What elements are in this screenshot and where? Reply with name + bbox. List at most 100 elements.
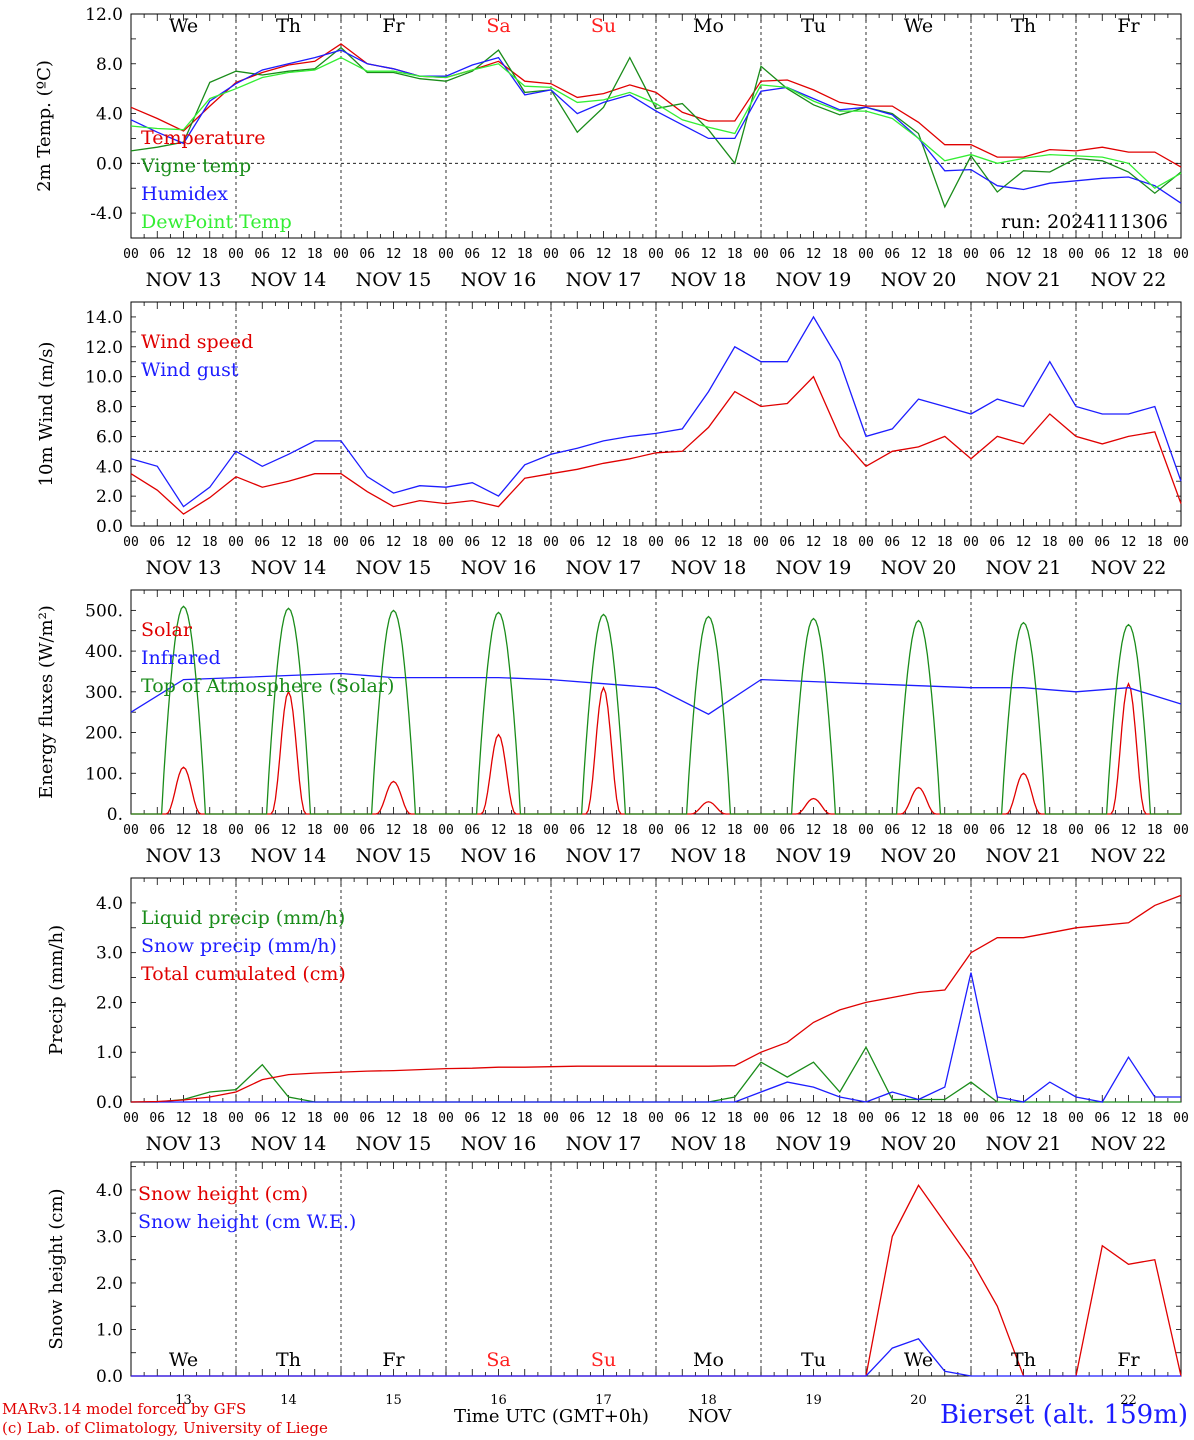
hour-label: 12 bbox=[911, 823, 927, 838]
y-tick-label: 1.0 bbox=[96, 1043, 123, 1063]
hour-label: 12 bbox=[911, 247, 927, 262]
hour-label: 00 bbox=[333, 535, 349, 550]
hour-label: 12 bbox=[806, 535, 822, 550]
panel-frame bbox=[130, 589, 1182, 815]
date-label: NOV 16 bbox=[461, 1133, 537, 1155]
weekday-label: Th bbox=[1011, 1349, 1036, 1371]
hour-label: 12 bbox=[701, 823, 717, 838]
hour-label: 12 bbox=[911, 1111, 927, 1126]
y-tick-label: 200. bbox=[85, 724, 123, 744]
hour-label: 06 bbox=[569, 823, 585, 838]
hour-label: 06 bbox=[1094, 1111, 1110, 1126]
hour-label: 06 bbox=[569, 535, 585, 550]
hour-label: 00 bbox=[333, 247, 349, 262]
weekday-label: Th bbox=[276, 1349, 301, 1371]
hour-label: 18 bbox=[1147, 247, 1163, 262]
hour-label: 06 bbox=[149, 535, 165, 550]
hour-label: 18 bbox=[937, 823, 953, 838]
hour-label: 06 bbox=[1094, 247, 1110, 262]
hour-label: 18 bbox=[202, 1111, 218, 1126]
day-number-label: 21 bbox=[1015, 1393, 1032, 1408]
hour-label: 06 bbox=[464, 823, 480, 838]
hour-label: 06 bbox=[1094, 535, 1110, 550]
y-tick-label: 0.0 bbox=[96, 1093, 123, 1113]
y-tick-label: 500. bbox=[85, 601, 123, 621]
hour-label: 06 bbox=[989, 535, 1005, 550]
hour-label: 12 bbox=[386, 247, 402, 262]
hour-label: 18 bbox=[412, 1111, 428, 1126]
hour-label: 00 bbox=[753, 247, 769, 262]
hour-label: 00 bbox=[858, 1111, 874, 1126]
date-label: NOV 13 bbox=[146, 845, 222, 867]
hour-label: 00 bbox=[333, 823, 349, 838]
hour-label: 00 bbox=[543, 535, 559, 550]
hour-label: 00 bbox=[228, 247, 244, 262]
panel-1 bbox=[130, 13, 1182, 239]
hour-label: 18 bbox=[727, 823, 743, 838]
y-tick-label: 400. bbox=[85, 642, 123, 662]
legend-entry: Infrared bbox=[141, 647, 221, 669]
hour-label: 00 bbox=[858, 247, 874, 262]
series-line-top-of-atmosphere-solar- bbox=[131, 605, 1181, 815]
hour-label: 18 bbox=[202, 823, 218, 838]
legend-entry: Total cumulated (cm) bbox=[141, 963, 346, 985]
legend-entry: Snow height (cm) bbox=[138, 1183, 308, 1205]
hour-label: 06 bbox=[359, 1111, 375, 1126]
hour-label: 12 bbox=[806, 823, 822, 838]
day-number-label: 18 bbox=[700, 1393, 717, 1408]
date-label: NOV 13 bbox=[146, 269, 222, 291]
date-label: NOV 16 bbox=[461, 557, 537, 579]
y-tick-label: 0.0 bbox=[96, 517, 123, 537]
hour-label: 12 bbox=[806, 247, 822, 262]
hour-label: 18 bbox=[307, 535, 323, 550]
hour-label: 12 bbox=[176, 1111, 192, 1126]
hour-label: 06 bbox=[149, 247, 165, 262]
hour-label: 00 bbox=[1068, 823, 1084, 838]
hour-label: 00 bbox=[1173, 823, 1189, 838]
y-tick-label: 4.0 bbox=[96, 894, 123, 914]
hour-label: 00 bbox=[648, 1111, 664, 1126]
model-note: MARv3.14 model forced by GFS bbox=[2, 1400, 247, 1418]
date-label: NOV 20 bbox=[881, 845, 957, 867]
legend-entry: Humidex bbox=[141, 183, 228, 205]
hour-label: 12 bbox=[806, 1111, 822, 1126]
hour-label: 18 bbox=[517, 823, 533, 838]
hour-label: 00 bbox=[648, 247, 664, 262]
hour-label: 06 bbox=[149, 1111, 165, 1126]
hour-label: 18 bbox=[1147, 823, 1163, 838]
date-label: NOV 18 bbox=[671, 557, 747, 579]
hour-label: 06 bbox=[989, 1111, 1005, 1126]
series-line-humidex bbox=[130, 49, 1182, 204]
hour-label: 00 bbox=[123, 535, 139, 550]
date-label: NOV 16 bbox=[461, 845, 537, 867]
y-tick-label: 0.0 bbox=[96, 1367, 123, 1387]
hour-label: 18 bbox=[1042, 535, 1058, 550]
y-tick-label: 12.0 bbox=[85, 5, 123, 25]
hour-label: 06 bbox=[674, 823, 690, 838]
date-label: NOV 14 bbox=[251, 845, 327, 867]
hour-label: 06 bbox=[359, 823, 375, 838]
legend-entry: Snow precip (mm/h) bbox=[141, 935, 337, 957]
hour-label: 00 bbox=[1173, 247, 1189, 262]
hour-label: 12 bbox=[596, 823, 612, 838]
date-label: NOV 17 bbox=[566, 845, 642, 867]
hour-label: 00 bbox=[963, 535, 979, 550]
hour-label: 06 bbox=[674, 535, 690, 550]
hour-label: 18 bbox=[937, 535, 953, 550]
hour-label: 18 bbox=[1042, 1111, 1058, 1126]
y-tick-label: 2.0 bbox=[96, 993, 123, 1013]
legend-entry: Snow height (cm W.E.) bbox=[138, 1211, 356, 1233]
weekday-label: We bbox=[904, 15, 933, 37]
hour-label: 00 bbox=[1068, 247, 1084, 262]
hour-label: 00 bbox=[543, 247, 559, 262]
hour-label: 00 bbox=[123, 1111, 139, 1126]
series-line-vigne-temp bbox=[130, 46, 1182, 209]
y-axis-label: Energy fluxes (W/m²) bbox=[36, 605, 57, 799]
hour-label: 06 bbox=[884, 535, 900, 550]
hour-label: 00 bbox=[858, 535, 874, 550]
hour-label: 00 bbox=[753, 1111, 769, 1126]
series-line-infrared bbox=[130, 672, 1182, 715]
hour-label: 00 bbox=[438, 535, 454, 550]
hour-label: 12 bbox=[491, 1111, 507, 1126]
hour-label: 00 bbox=[228, 823, 244, 838]
